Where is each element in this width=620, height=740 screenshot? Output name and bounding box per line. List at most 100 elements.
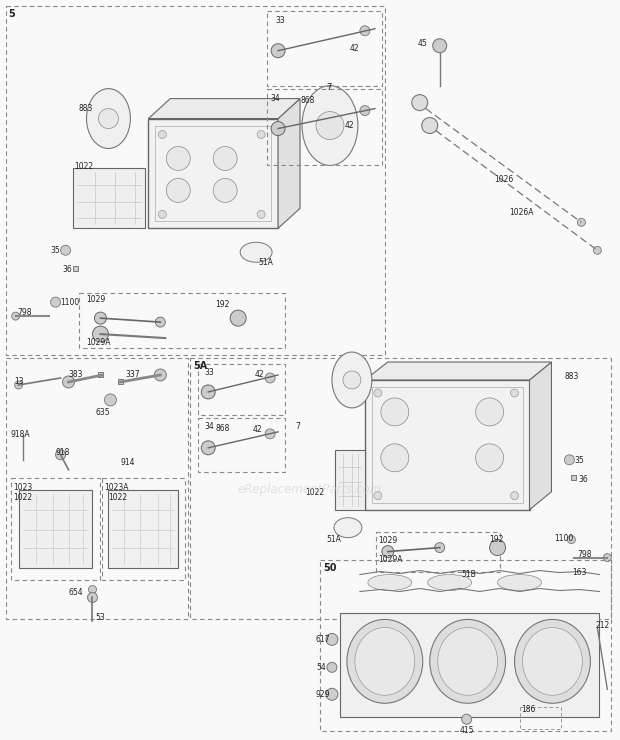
Text: 1029A: 1029A — [87, 338, 111, 347]
Circle shape — [156, 317, 166, 327]
Polygon shape — [148, 98, 300, 118]
Bar — [376, 531, 500, 571]
Circle shape — [374, 389, 382, 397]
Circle shape — [271, 121, 285, 135]
Bar — [365, 380, 529, 510]
Circle shape — [476, 444, 503, 472]
Text: 1022: 1022 — [108, 493, 128, 502]
Text: 635: 635 — [95, 408, 110, 417]
Bar — [198, 418, 285, 472]
Circle shape — [593, 246, 601, 255]
Text: 53: 53 — [95, 613, 105, 622]
Text: 868: 868 — [215, 424, 229, 433]
Bar — [156, 126, 271, 221]
Text: 7: 7 — [326, 83, 331, 92]
Circle shape — [510, 389, 518, 397]
Text: 5: 5 — [9, 9, 16, 18]
Ellipse shape — [428, 574, 472, 591]
Text: 42: 42 — [255, 370, 265, 379]
Text: 1022: 1022 — [14, 493, 33, 502]
Circle shape — [490, 539, 505, 556]
Text: 42: 42 — [345, 121, 355, 130]
Text: 7: 7 — [295, 422, 300, 431]
Text: 34: 34 — [204, 422, 214, 431]
Ellipse shape — [355, 628, 415, 696]
Circle shape — [94, 312, 107, 324]
Circle shape — [567, 536, 575, 544]
Circle shape — [51, 297, 61, 307]
Text: 1100: 1100 — [61, 298, 80, 307]
Circle shape — [213, 147, 237, 170]
Bar — [73, 169, 145, 229]
Text: 5A: 5A — [193, 361, 208, 371]
Text: 35: 35 — [51, 246, 60, 255]
Circle shape — [166, 147, 190, 170]
Bar — [198, 364, 285, 415]
Bar — [320, 559, 611, 731]
Circle shape — [374, 491, 382, 500]
Bar — [571, 475, 576, 480]
Circle shape — [213, 178, 237, 202]
Circle shape — [257, 210, 265, 218]
Circle shape — [61, 245, 71, 255]
Bar — [372, 387, 523, 502]
Text: 1029: 1029 — [378, 536, 397, 545]
Text: 868: 868 — [300, 95, 314, 104]
Circle shape — [265, 373, 275, 383]
Circle shape — [381, 444, 409, 472]
Text: 1022: 1022 — [74, 163, 94, 172]
Ellipse shape — [332, 352, 372, 408]
Circle shape — [382, 545, 394, 557]
Circle shape — [12, 312, 20, 320]
Text: 13: 13 — [15, 377, 24, 386]
Text: 33: 33 — [275, 16, 285, 25]
Circle shape — [99, 109, 118, 129]
Text: 1026: 1026 — [495, 175, 514, 184]
Circle shape — [63, 376, 74, 388]
Circle shape — [257, 130, 265, 138]
Circle shape — [510, 491, 518, 500]
Circle shape — [603, 554, 611, 562]
Circle shape — [360, 26, 370, 36]
Ellipse shape — [347, 619, 423, 703]
Text: 415: 415 — [459, 726, 474, 736]
Text: 1029A: 1029A — [378, 554, 402, 564]
Circle shape — [435, 542, 445, 553]
Ellipse shape — [498, 574, 541, 591]
Text: 883: 883 — [79, 104, 93, 112]
Circle shape — [56, 450, 66, 460]
Ellipse shape — [368, 574, 412, 591]
Bar — [6, 358, 188, 619]
Circle shape — [87, 593, 97, 602]
Circle shape — [166, 178, 190, 202]
Polygon shape — [340, 613, 600, 717]
Text: 1023A: 1023A — [104, 482, 129, 492]
Bar — [190, 358, 611, 619]
Text: 42: 42 — [350, 44, 360, 53]
Bar — [6, 6, 385, 355]
Bar — [520, 707, 562, 729]
Text: 51A: 51A — [326, 534, 341, 544]
Text: 34: 34 — [270, 94, 280, 103]
Text: 337: 337 — [125, 370, 140, 379]
Ellipse shape — [87, 89, 130, 149]
Ellipse shape — [302, 86, 358, 166]
Polygon shape — [278, 98, 300, 229]
Ellipse shape — [515, 619, 590, 703]
Circle shape — [327, 662, 337, 673]
Text: 1100: 1100 — [554, 534, 574, 542]
Bar — [267, 89, 382, 166]
Ellipse shape — [430, 619, 505, 703]
Text: 1023: 1023 — [14, 482, 33, 492]
Text: 1022: 1022 — [305, 488, 324, 497]
Circle shape — [15, 381, 23, 389]
Bar — [148, 118, 278, 229]
Text: 51A: 51A — [258, 258, 273, 267]
Circle shape — [92, 326, 108, 342]
Text: 186: 186 — [521, 705, 536, 714]
Text: 192: 192 — [215, 300, 229, 309]
Text: 192: 192 — [490, 534, 504, 544]
Circle shape — [202, 441, 215, 455]
Bar — [335, 450, 365, 510]
Polygon shape — [365, 362, 551, 380]
